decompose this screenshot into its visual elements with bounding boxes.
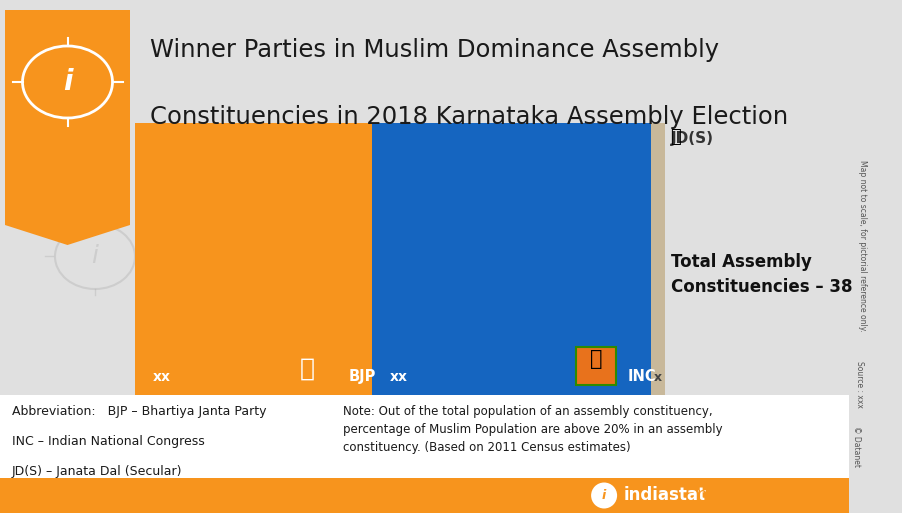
Bar (575, 347, 615, 385)
Circle shape (591, 483, 616, 508)
Text: media: media (695, 486, 747, 504)
Text: xx: xx (390, 370, 408, 384)
Bar (135, 123, 372, 398)
Text: i: i (91, 245, 98, 268)
Text: 🤚: 🤚 (589, 349, 602, 369)
Text: JD(S): JD(S) (670, 131, 713, 146)
Text: 🪷: 🪷 (299, 357, 314, 381)
Text: Total Assembly
Constituencies – 38: Total Assembly Constituencies – 38 (670, 253, 851, 296)
Bar (650, 123, 664, 398)
Bar (0, 478, 848, 513)
Text: indiastat: indiastat (623, 486, 706, 504)
Text: i: i (62, 68, 72, 96)
Text: INC – Indian National Congress: INC – Indian National Congress (12, 435, 205, 448)
Text: Source : xxx: Source : xxx (854, 361, 863, 408)
Text: xx: xx (152, 370, 170, 384)
Text: INC: INC (628, 369, 656, 384)
Text: Note: Out of the total population of an assembly constituency,
percentage of Mus: Note: Out of the total population of an … (343, 405, 722, 454)
Text: 🏃: 🏃 (669, 128, 680, 146)
Text: i: i (602, 489, 605, 502)
Text: Constituencies in 2018 Karnataka Assembly Election: Constituencies in 2018 Karnataka Assembl… (150, 105, 787, 129)
Text: JD(S) – Janata Dal (Secular): JD(S) – Janata Dal (Secular) (12, 465, 182, 478)
Text: indiastatmedia.com: indiastatmedia.com (211, 240, 583, 273)
Text: © Datanet: © Datanet (851, 426, 860, 467)
Polygon shape (5, 10, 130, 245)
Text: Winner Parties in Muslim Dominance Assembly: Winner Parties in Muslim Dominance Assem… (150, 38, 718, 62)
Text: x: x (653, 371, 661, 384)
Bar (0, 395, 848, 513)
Text: Map not to scale, for pictorial reference only.: Map not to scale, for pictorial referenc… (857, 161, 866, 332)
Text: Abbreviation:   BJP – Bhartiya Janta Party: Abbreviation: BJP – Bhartiya Janta Party (12, 405, 266, 418)
Bar (372, 123, 650, 398)
Text: BJP: BJP (349, 369, 376, 384)
